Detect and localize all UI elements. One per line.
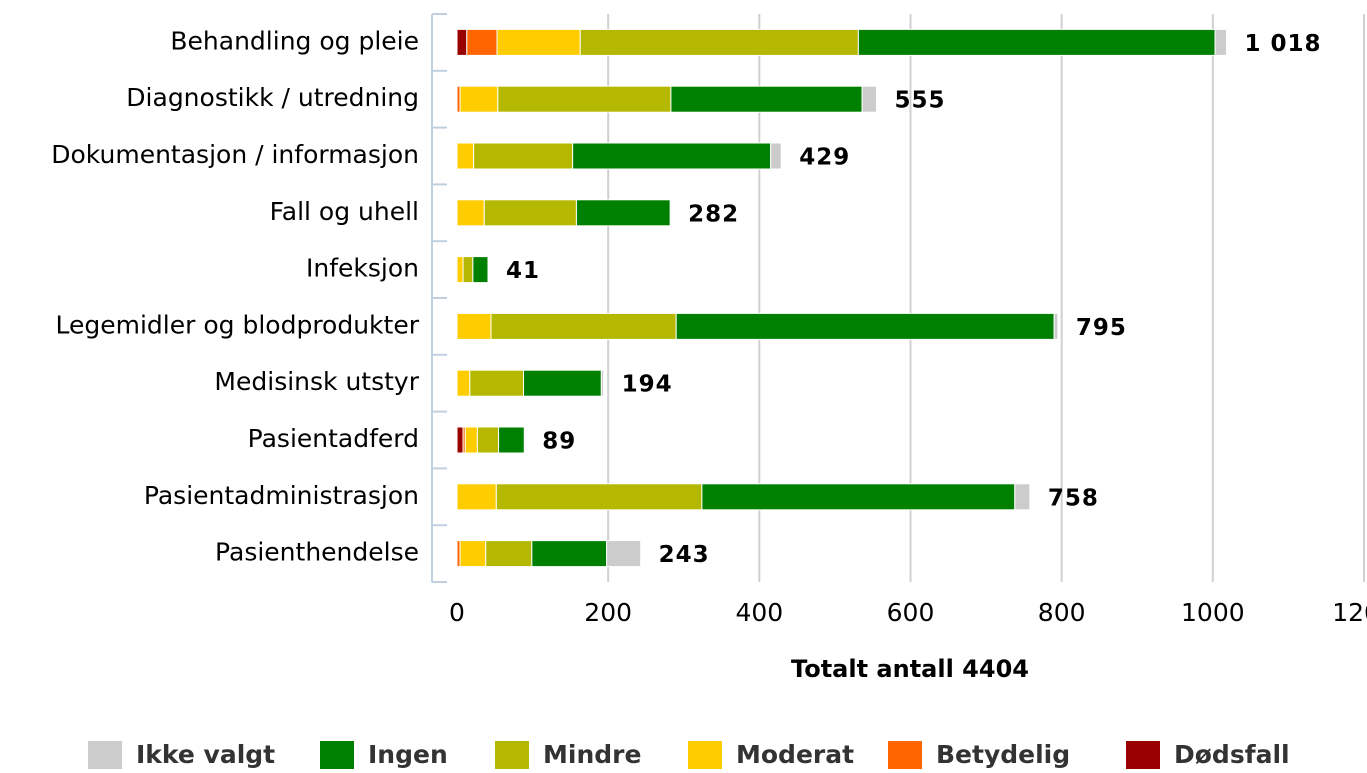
bar-segment [497,85,672,113]
x-tick-label: 800 [1038,598,1086,627]
legend-label: Mindre [543,740,641,769]
bar-segment [606,540,642,568]
bar-segment [472,256,489,284]
bar-segment [531,540,608,568]
bar-segment [456,426,464,454]
legend-label: Dødsfall [1174,740,1290,769]
total-label: 795 [1076,315,1127,341]
bar-segment [1053,312,1059,340]
category-label: Medisinsk utstyr [214,367,419,396]
category-label: Pasientadministrasjon [144,481,419,510]
bar-segment [1014,483,1031,511]
bar-segment [496,28,581,56]
bar-segment [1214,28,1227,56]
bar-segment [466,28,498,56]
bar-segment [456,142,475,170]
bar-segment [485,540,533,568]
bar-segment [459,540,487,568]
legend-swatch [320,741,354,769]
bar-segment [459,85,499,113]
bar-segment [861,85,877,113]
bar-segment [572,142,772,170]
bar-segment [464,426,478,454]
legend-label: Ingen [368,740,448,769]
bar-segment [462,256,474,284]
legend-swatch [888,741,922,769]
total-label: 89 [542,429,576,455]
bar-segment [456,312,492,340]
category-label: Infeksjon [306,254,419,283]
bar-segment [670,85,863,113]
bar-segment [575,199,671,227]
x-tick-label: 600 [887,598,935,627]
legend-swatch [1126,741,1160,769]
total-label: 282 [688,201,739,227]
bar-segment [770,142,782,170]
bar-segment [523,369,602,397]
bar-segment [495,483,703,511]
bar-segment [456,256,464,284]
bar-segment [490,312,677,340]
total-label: 41 [506,258,540,284]
legend-swatch [495,741,529,769]
total-label: 1 018 [1244,31,1321,57]
bar-segment [498,426,525,454]
x-axis-label: Totalt antall 4404 [791,655,1029,683]
category-label: Diagnostikk / utredning [126,83,419,112]
bar-segment [483,199,577,227]
bar-segment [857,28,1216,56]
category-label: Fall og uhell [270,197,419,226]
total-label: 555 [894,88,945,114]
legend-label: Ikke valgt [136,740,275,769]
legend-label: Moderat [736,740,854,769]
category-label: Pasientadferd [248,424,419,453]
category-label: Behandling og pleie [170,26,419,55]
bar-segment [476,426,500,454]
bar-segment [473,142,574,170]
bar-segment [456,483,497,511]
bar-segment [579,28,859,56]
category-label: Legemidler og blodprodukter [56,310,420,339]
bar-segment [456,369,471,397]
bar-segment [600,369,605,397]
total-label: 429 [799,145,850,171]
bar-segment [701,483,1016,511]
bar-segment [456,28,468,56]
x-tick-label: 1200 [1332,598,1367,627]
bar-segment [456,199,485,227]
legend-swatch [688,741,722,769]
total-label: 194 [622,372,673,398]
total-label: 243 [659,542,710,568]
legend-swatch [88,741,122,769]
total-label: 758 [1048,485,1099,511]
x-tick-label: 0 [449,598,465,627]
x-tick-label: 1000 [1181,598,1245,627]
legend-label: Betydelig [936,740,1070,769]
category-label: Dokumentasjon / informasjon [51,140,419,169]
x-tick-label: 400 [735,598,783,627]
category-label: Pasienthendelse [215,538,419,567]
x-tick-label: 200 [584,598,632,627]
bar-segment [675,312,1055,340]
bar-segment [469,369,525,397]
